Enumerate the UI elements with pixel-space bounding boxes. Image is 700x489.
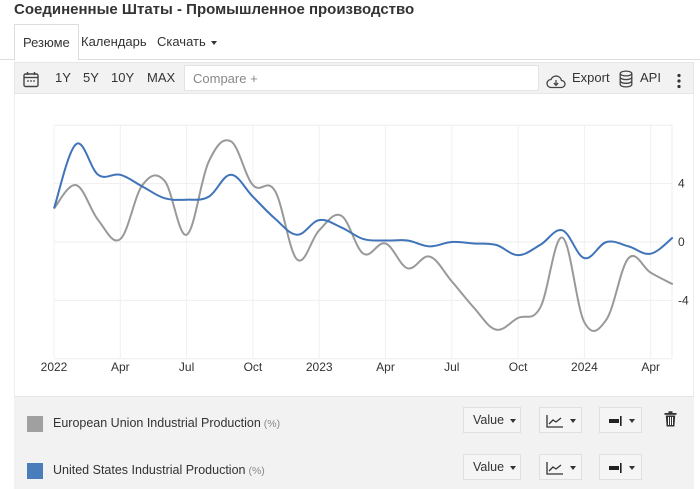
svg-text:2024: 2024: [571, 360, 598, 374]
us-series-line[interactable]: [53, 142, 674, 260]
legend-row-eu: European Union Industrial Production (%) …: [14, 407, 694, 437]
svg-text:Oct: Oct: [509, 360, 528, 374]
tab-calendar-label: Календарь: [81, 34, 147, 49]
export-button[interactable]: Export: [572, 70, 610, 85]
line-chart-icon: [546, 414, 563, 428]
legend-panel: European Union Industrial Production (%) …: [14, 396, 694, 489]
us-series-unit: (%): [248, 465, 265, 477]
tab-summary[interactable]: Резюме: [14, 24, 79, 61]
svg-text:2023: 2023: [306, 360, 333, 374]
trash-icon[interactable]: [664, 411, 677, 432]
range-max-button[interactable]: MAX: [147, 70, 176, 85]
tab-calendar[interactable]: Календарь: [81, 24, 147, 60]
us-chart-type-dropdown[interactable]: [539, 454, 582, 480]
us-color-swatch[interactable]: [27, 463, 43, 479]
range-1y-button[interactable]: 1Y: [55, 70, 71, 85]
right-axis-icon: [609, 462, 622, 473]
chart-area: 4 0 -4 2022 Apr Jul Oct 2023 Apr Jul Oct 2024 Apr: [14, 94, 694, 396]
svg-text:Jul: Jul: [179, 360, 194, 374]
eu-chart-type-dropdown[interactable]: [539, 407, 582, 433]
page-title: Соединенные Штаты - Промышленное произво…: [14, 1, 415, 18]
tab-summary-label: Резюме: [23, 35, 70, 50]
calendar-icon[interactable]: [23, 69, 39, 88]
tab-download[interactable]: Скачать: [157, 24, 217, 60]
eu-color-swatch[interactable]: [27, 416, 43, 432]
database-icon[interactable]: [619, 69, 633, 88]
range-10y-button[interactable]: 10Y: [111, 70, 135, 85]
legend-row-us: United States Industrial Production (%) V…: [14, 454, 694, 484]
us-series-name: United States Industrial Production: [53, 463, 246, 477]
chevron-down-icon: [510, 418, 517, 423]
svg-text:4: 4: [678, 177, 685, 191]
svg-text:0: 0: [678, 235, 685, 249]
line-chart[interactable]: 4 0 -4 2022 Apr Jul Oct 2023 Apr Jul Oct 2024 Apr: [15, 94, 695, 396]
y-axis-labels: 4 0 -4: [678, 177, 689, 308]
chart-grid: [53, 124, 673, 360]
us-value-dropdown[interactable]: Value: [463, 454, 521, 480]
chevron-down-icon: [210, 40, 217, 45]
us-value-label: Value: [473, 460, 505, 474]
chart-toolbar: 1Y 5Y 10Y MAX Export API: [14, 62, 694, 94]
line-chart-icon: [546, 461, 563, 475]
vertical-ellipsis-icon[interactable]: [677, 70, 681, 89]
tab-download-label: Скачать: [157, 34, 206, 49]
chevron-down-icon: [629, 418, 635, 423]
svg-text:Apr: Apr: [641, 360, 660, 374]
chevron-down-icon: [629, 465, 635, 470]
svg-text:Apr: Apr: [111, 360, 130, 374]
svg-text:2022: 2022: [41, 360, 68, 374]
x-axis-labels: 2022 Apr Jul Oct 2023 Apr Jul Oct 2024 Apr: [41, 360, 660, 374]
svg-text:Oct: Oct: [244, 360, 263, 374]
svg-text:Jul: Jul: [444, 360, 459, 374]
eu-axis-dropdown[interactable]: [599, 407, 642, 433]
right-axis-icon: [609, 415, 622, 426]
us-axis-dropdown[interactable]: [599, 454, 642, 480]
compare-input[interactable]: [184, 65, 539, 91]
tab-bar: Резюме Календарь Скачать: [0, 24, 700, 61]
svg-text:Apr: Apr: [376, 360, 395, 374]
chevron-down-icon: [510, 465, 517, 470]
eu-series-line[interactable]: [53, 139, 674, 332]
chevron-down-icon: [570, 465, 576, 470]
range-5y-button[interactable]: 5Y: [83, 70, 99, 85]
api-button[interactable]: API: [640, 70, 661, 85]
eu-value-dropdown[interactable]: Value: [463, 407, 521, 433]
cloud-download-icon[interactable]: [546, 70, 566, 89]
eu-series-name: European Union Industrial Production: [53, 416, 261, 430]
chevron-down-icon: [570, 418, 576, 423]
svg-text:-4: -4: [678, 293, 689, 307]
eu-series-unit: (%): [263, 418, 281, 430]
eu-value-label: Value: [473, 413, 505, 427]
